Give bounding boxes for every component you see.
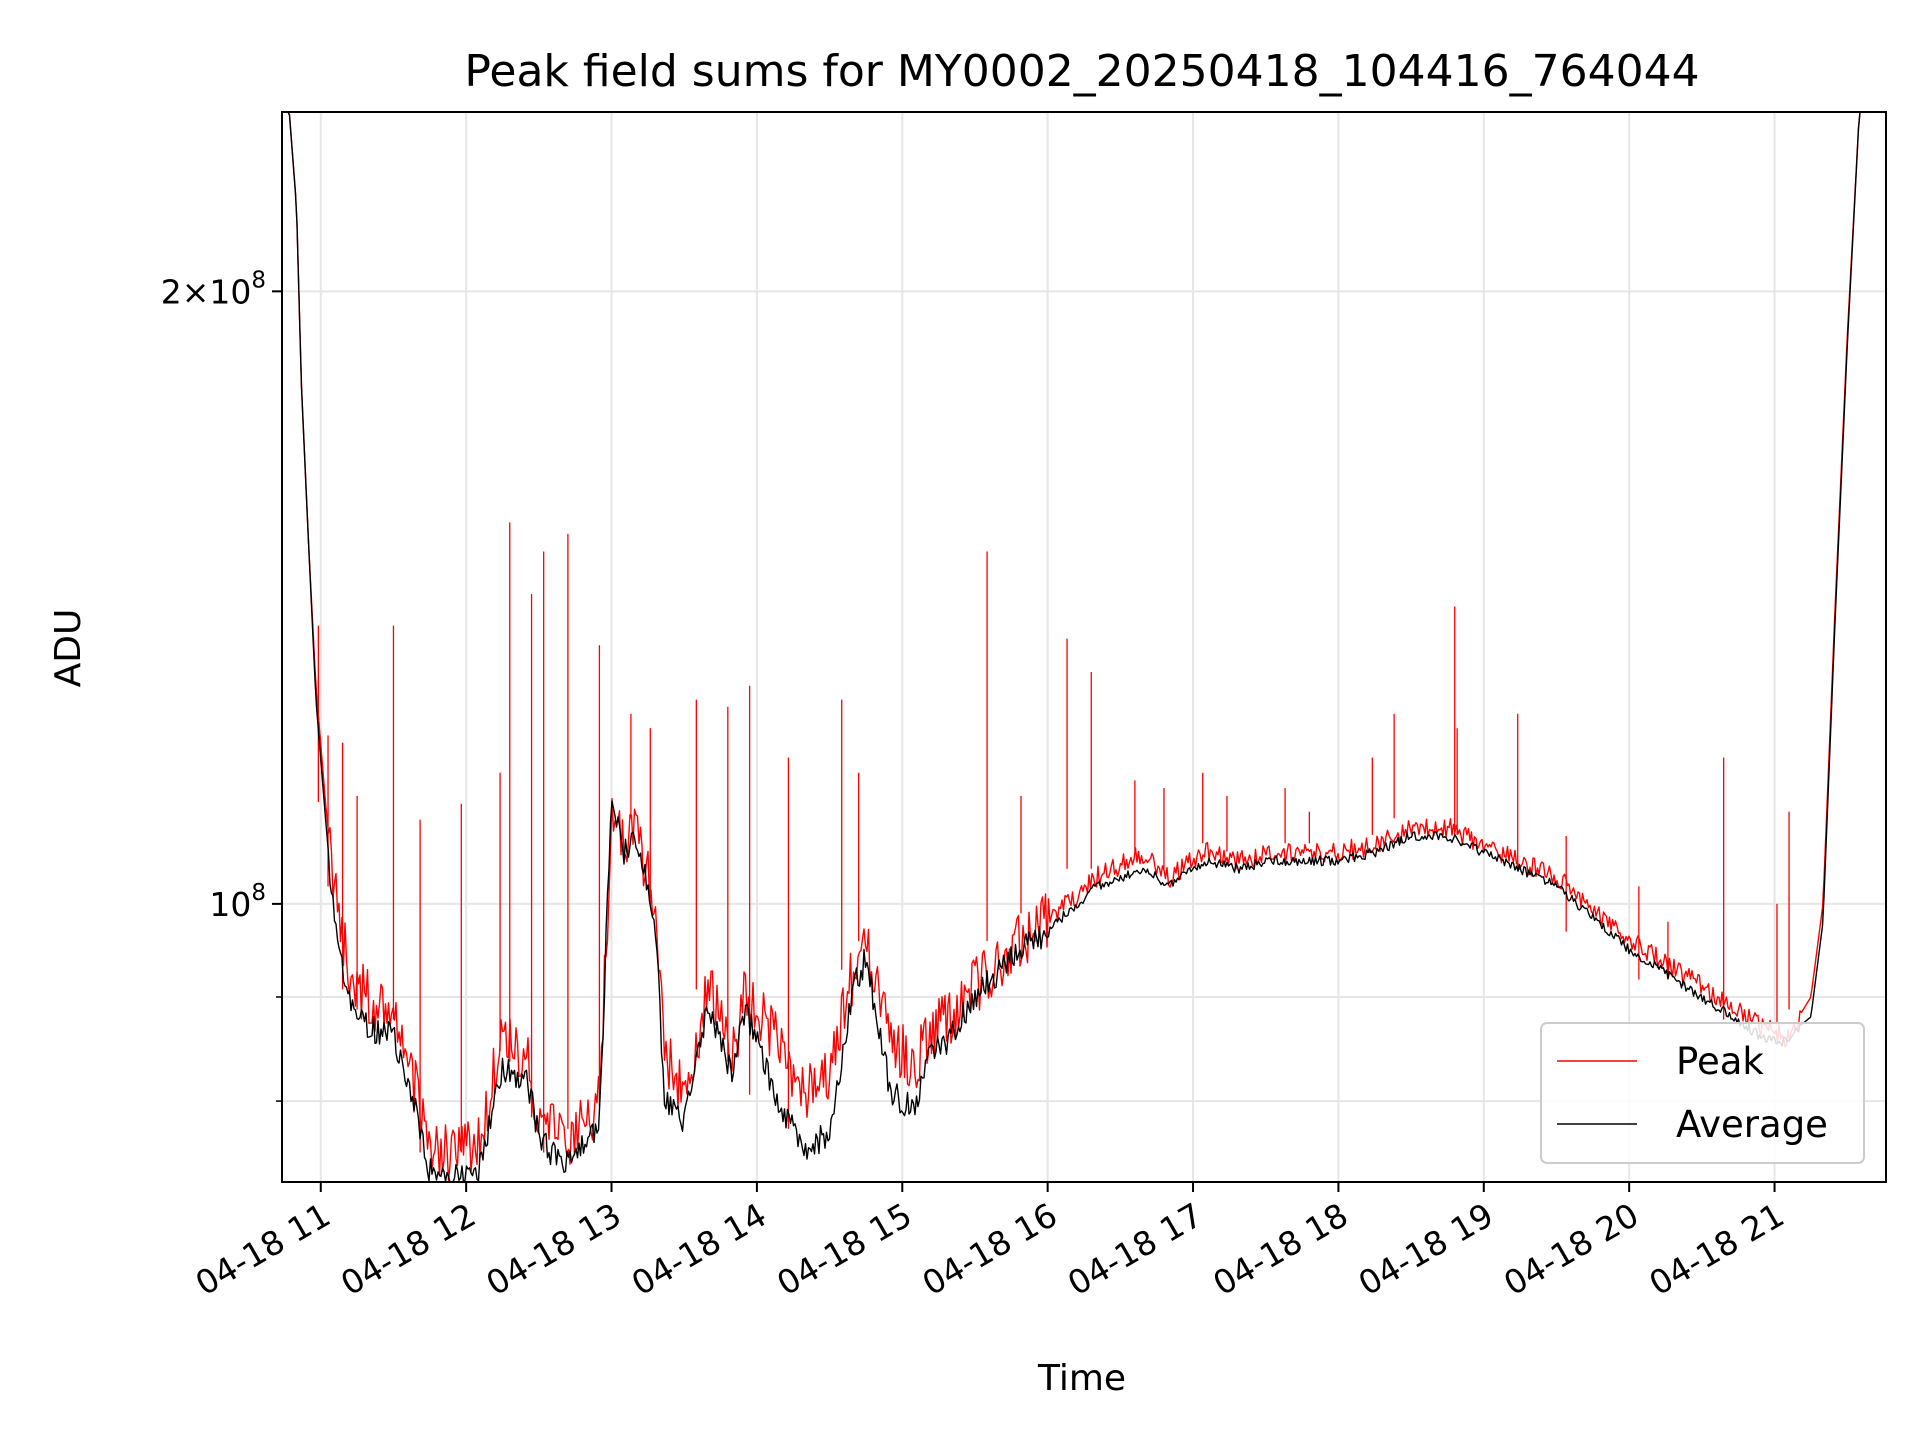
- y-axis-label: ADU: [48, 609, 89, 688]
- legend-box: [1540, 1022, 1865, 1164]
- gridlines: [282, 112, 1886, 1182]
- y-axis-ticks: 108 2×108: [161, 267, 282, 1102]
- axes-frame: [281, 111, 1887, 1183]
- y-tick-label: 2×108: [161, 267, 266, 311]
- chart-title: Peak field sums for MY0002_20250418_1044…: [464, 46, 1699, 97]
- y-tick-label: 108: [209, 880, 266, 924]
- legend: Peak Average: [1540, 1022, 1865, 1164]
- legend-label-peak: Peak: [1676, 1040, 1764, 1083]
- legend-label-average: Average: [1676, 1103, 1828, 1146]
- peak-series-line: [282, 111, 1886, 1182]
- average-series-line: [282, 111, 1886, 1183]
- x-axis-label: Time: [1037, 1358, 1126, 1399]
- plot-area: [282, 111, 1886, 1183]
